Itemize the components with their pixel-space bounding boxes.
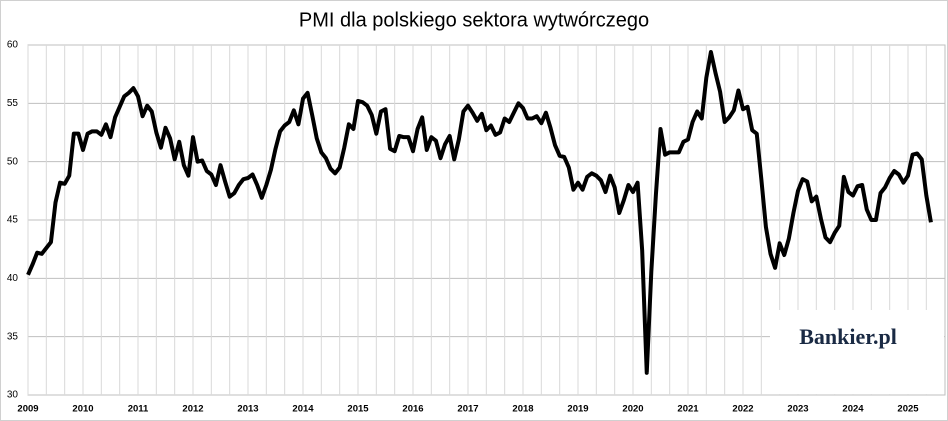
x-tick-label: 2010 xyxy=(72,404,93,415)
x-tick-label: 2024 xyxy=(842,404,864,415)
x-tick-label: 2015 xyxy=(347,404,369,415)
x-tick-label: 2009 xyxy=(17,404,38,415)
x-tick-label: 2011 xyxy=(128,404,149,415)
x-tick-label: 2016 xyxy=(402,404,423,415)
x-tick-label: 2023 xyxy=(787,404,808,415)
x-tick-label: 2020 xyxy=(622,404,643,415)
x-tick-label: 2022 xyxy=(732,404,753,415)
chart-title: PMI dla polskiego sektora wytwórczego xyxy=(299,9,649,31)
x-tick-label: 2017 xyxy=(457,404,478,415)
logo: Bankier.pl xyxy=(799,324,897,349)
x-tick-label: 2012 xyxy=(182,404,203,415)
x-tick-label: 2014 xyxy=(292,404,314,415)
data-line xyxy=(26,50,933,375)
logo-box xyxy=(770,310,944,394)
x-tick-label: 2025 xyxy=(897,404,919,415)
y-tick-label: 30 xyxy=(7,390,19,401)
x-tick-label: 2018 xyxy=(512,404,533,415)
y-tick-label: 40 xyxy=(7,273,19,284)
x-tick-label: 2013 xyxy=(237,404,258,415)
x-tick-label: 2021 xyxy=(677,404,699,415)
y-tick-label: 60 xyxy=(7,40,19,51)
y-tick-label: 45 xyxy=(7,215,19,226)
y-tick-label: 35 xyxy=(7,331,19,342)
x-tick-label: 2019 xyxy=(567,404,588,415)
y-tick-label: 50 xyxy=(7,156,19,167)
y-tick-label: 55 xyxy=(7,98,19,109)
